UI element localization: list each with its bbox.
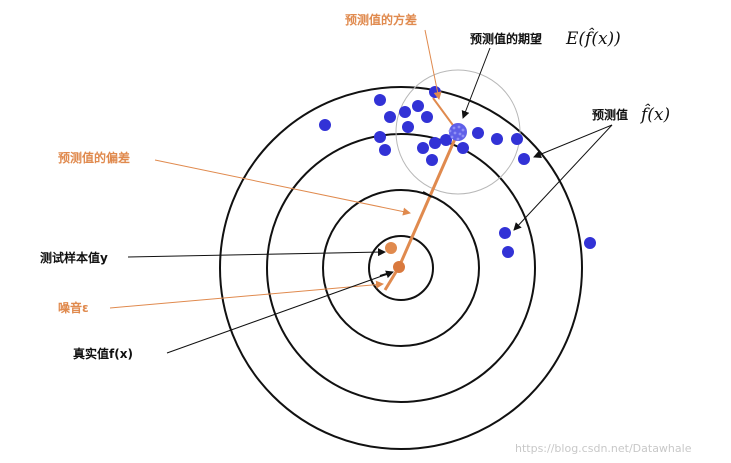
sample-label: 测试样本值y — [40, 250, 108, 265]
prediction-point — [518, 153, 530, 165]
expectation-label: 预测值的期望 — [470, 31, 542, 46]
expectation-arrow — [461, 47, 491, 119]
prediction-point — [440, 134, 452, 146]
ring-second — [322, 189, 480, 347]
prediction-point — [429, 86, 441, 98]
true-value-point — [393, 261, 405, 273]
prediction-point — [472, 127, 484, 139]
prediction-point — [511, 133, 523, 145]
sample-arrow — [127, 248, 386, 258]
ring-third — [266, 133, 536, 403]
prediction-point — [584, 237, 596, 249]
ring-outer — [219, 86, 583, 450]
prediction-point — [412, 100, 424, 112]
sample-point — [385, 242, 397, 254]
true-value-label: 真实值f(x) — [73, 346, 133, 361]
noise-label: 噪音ε — [58, 300, 89, 315]
expectation-point-texture — [448, 125, 465, 141]
bias-arrow — [154, 159, 411, 216]
prediction-point — [399, 106, 411, 118]
variance-circle — [395, 69, 521, 195]
bias-tick — [422, 191, 433, 198]
expectation-math: E(f̂(x)) — [565, 28, 621, 49]
prediction-point — [319, 119, 331, 131]
prediction-point — [379, 144, 391, 156]
variance-label: 预测值的方差 — [345, 12, 417, 27]
prediction-point — [499, 227, 511, 239]
prediction-point — [426, 154, 438, 166]
true-value-arrow — [166, 270, 394, 354]
prediction-point — [402, 121, 414, 133]
bias-line — [397, 131, 460, 268]
bias-label: 预测值的偏差 — [58, 150, 130, 165]
prediction-label: 预测值 — [592, 107, 628, 122]
prediction-math: f̂(x) — [639, 104, 670, 125]
prediction-point — [421, 111, 433, 123]
variance-arrow — [424, 29, 442, 100]
noise-arrow — [109, 280, 384, 309]
prediction-point — [374, 94, 386, 106]
prediction-point — [457, 142, 469, 154]
prediction-point — [384, 111, 396, 123]
prediction-point — [374, 131, 386, 143]
target-rings — [219, 86, 583, 450]
prediction-point — [502, 246, 514, 258]
prediction-points — [319, 86, 596, 258]
watermark: https://blog.csdn.net/Datawhale — [515, 442, 692, 455]
prediction-arrow-1 — [533, 124, 613, 159]
prediction-point — [491, 133, 503, 145]
prediction-point — [417, 142, 429, 154]
ring-inner — [368, 235, 434, 301]
prediction-point — [429, 137, 441, 149]
prediction-arrow-2 — [513, 124, 613, 231]
